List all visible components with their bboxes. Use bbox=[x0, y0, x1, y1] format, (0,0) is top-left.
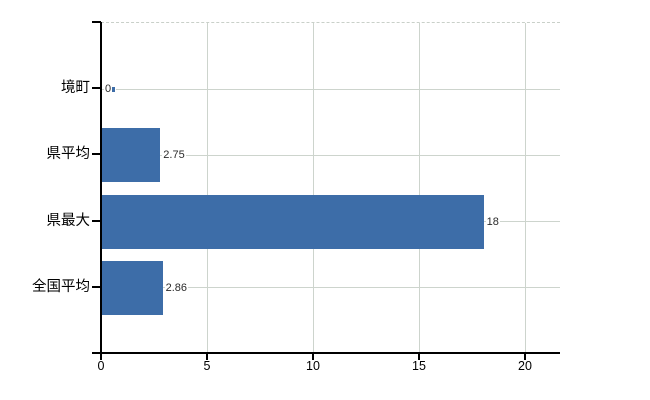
x-tick-label: 10 bbox=[306, 359, 320, 373]
y-tick bbox=[92, 352, 101, 354]
x-tick bbox=[418, 354, 420, 360]
x-tick-label: 5 bbox=[203, 359, 211, 373]
x-tick-label: 20 bbox=[518, 359, 532, 373]
y-tick bbox=[92, 285, 101, 288]
y-axis-line bbox=[100, 22, 102, 353]
y-tick bbox=[92, 87, 101, 90]
gridline-vertical bbox=[418, 23, 420, 354]
x-tick-label: 0 bbox=[97, 359, 105, 373]
bar-value-label: 18 bbox=[485, 215, 500, 228]
bar-value-text: 0 bbox=[105, 83, 112, 96]
bar bbox=[102, 194, 484, 249]
x-tick bbox=[524, 354, 526, 360]
zero-bar-sliver bbox=[112, 86, 116, 92]
bar bbox=[102, 128, 161, 183]
bar-value-text: 2.75 bbox=[163, 149, 185, 162]
gridline-horizontal bbox=[101, 287, 560, 289]
x-tick bbox=[206, 354, 208, 360]
gridline-vertical bbox=[524, 23, 526, 354]
x-axis-line bbox=[100, 352, 560, 354]
bar-value-label: 0 bbox=[104, 83, 117, 96]
gridline-horizontal bbox=[101, 154, 560, 156]
bar bbox=[102, 260, 163, 315]
bar-value-label: 2.86 bbox=[164, 281, 189, 294]
bar-value-text: 2.86 bbox=[165, 281, 188, 294]
category-label: 境町 bbox=[61, 80, 90, 97]
gridline-horizontal bbox=[101, 88, 560, 90]
category-label: 県最大 bbox=[46, 212, 91, 229]
x-tick-label: 15 bbox=[412, 359, 426, 373]
y-tick bbox=[92, 219, 101, 222]
y-tick bbox=[92, 153, 101, 156]
y-tick bbox=[92, 21, 101, 23]
bar-value-text: 18 bbox=[486, 215, 499, 228]
x-tick bbox=[100, 354, 102, 360]
gridline-vertical bbox=[312, 23, 314, 354]
bar-value-label: 2.75 bbox=[162, 149, 186, 162]
gridline-vertical bbox=[206, 23, 208, 354]
x-tick bbox=[312, 354, 314, 360]
category-label: 県平均 bbox=[46, 146, 91, 163]
category-label: 全国平均 bbox=[32, 278, 90, 295]
plot-area: 0 2.75 18 2.86 bbox=[101, 22, 560, 354]
